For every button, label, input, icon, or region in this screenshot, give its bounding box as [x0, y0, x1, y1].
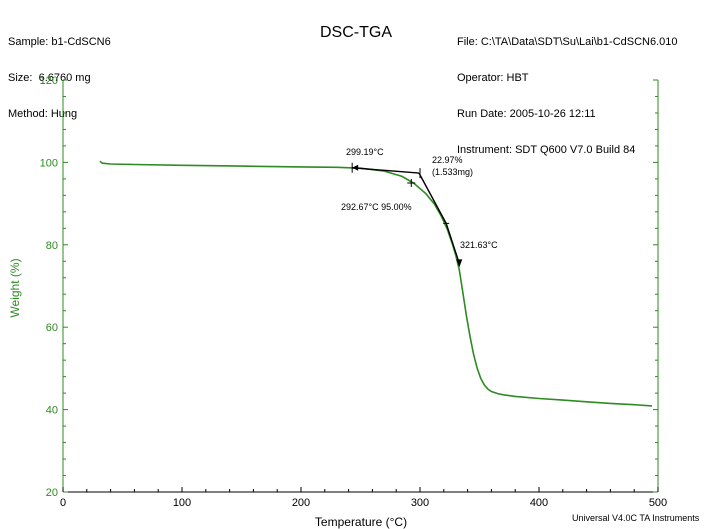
sample-info-line: Sample: b1-CdSCN6 — [8, 36, 111, 48]
run-info: File: C:\TA\Data\SDT\Su\Lai\b1-CdSCN6.01… — [457, 12, 678, 168]
x-tick-label: 100 — [173, 497, 191, 509]
annotation-layer: 299.19°C 22.97% (1.533mg) 292.67°C 95.00… — [341, 147, 498, 268]
x-tick-label: 500 — [649, 497, 667, 509]
x-tick-label: 0 — [60, 497, 66, 509]
inflection-arrow-line — [445, 223, 460, 264]
step-tangent-line — [418, 172, 447, 224]
x-tick-label: 400 — [530, 497, 548, 509]
x-tick-label: 300 — [411, 497, 429, 509]
y-tick-label: 20 — [46, 487, 58, 499]
instrument-info-line: Instrument: SDT Q600 V7.0 Build 84 — [457, 144, 678, 156]
annotation-95-percent-point: 292.67°C 95.00% — [341, 202, 412, 212]
run-date-value: 2005-10-26 12:11 — [509, 108, 596, 120]
annotation-inflection-temp: 321.63°C — [460, 240, 498, 250]
y-tick-label: 120 — [40, 75, 58, 87]
file-label: File: — [457, 36, 478, 48]
instrument-label: Instrument: — [457, 144, 513, 156]
size-value: 6.6760 mg — [38, 72, 91, 84]
y-axis-label: Weight (%) — [8, 258, 22, 317]
method-info-line: Method: Hung — [8, 108, 111, 120]
y-tick-label: 60 — [46, 322, 58, 334]
x-tick-label: 200 — [292, 497, 310, 509]
sample-value: b1-CdSCN6 — [51, 36, 111, 48]
operator-label: Operator: — [457, 72, 504, 84]
size-label: Size: — [8, 72, 33, 84]
sample-label: Sample: — [8, 36, 49, 48]
method-label: Method: — [8, 108, 48, 120]
y-tick-label: 80 — [46, 240, 58, 252]
y-tick-label: 100 — [40, 157, 58, 169]
file-info-line: File: C:\TA\Data\SDT\Su\Lai\b1-CdSCN6.01… — [457, 36, 678, 48]
annotation-weight-loss-percent: 22.97% — [432, 155, 463, 165]
weight-curve — [99, 160, 653, 407]
size-info-line: Size: 6.6760 mg — [8, 72, 111, 84]
x-axis-label: Temperature (°C) — [315, 515, 407, 529]
y-tick-label: 40 — [46, 405, 58, 417]
operator-info-line: Operator: HBT — [457, 72, 678, 84]
inflection-arrowhead — [456, 259, 463, 268]
annotation-onset-temp: 299.19°C — [346, 147, 384, 157]
onset-arrowhead — [352, 164, 359, 171]
file-value: C:\TA\Data\SDT\Su\Lai\b1-CdSCN6.010 — [480, 36, 678, 48]
run-date-label: Run Date: — [457, 108, 507, 120]
run-date-info-line: Run Date: 2005-10-26 12:11 — [457, 108, 678, 120]
sample-info: Sample: b1-CdSCN6 Size: 6.6760 mg Method… — [8, 12, 111, 132]
operator-value: HBT — [506, 72, 529, 84]
method-value: Hung — [50, 108, 78, 120]
annotation-weight-loss-mass: (1.533mg) — [432, 167, 473, 177]
axes: 20 40 60 80 100 120 0 100 200 300 400 500 — [40, 75, 668, 509]
onset-tangent-line — [352, 167, 420, 174]
series-layer — [99, 160, 653, 407]
software-credit: Universal V4.0C TA Instruments — [572, 513, 700, 523]
instrument-value: SDT Q600 V7.0 Build 84 — [515, 144, 636, 156]
chart-title: DSC-TGA — [320, 24, 392, 41]
